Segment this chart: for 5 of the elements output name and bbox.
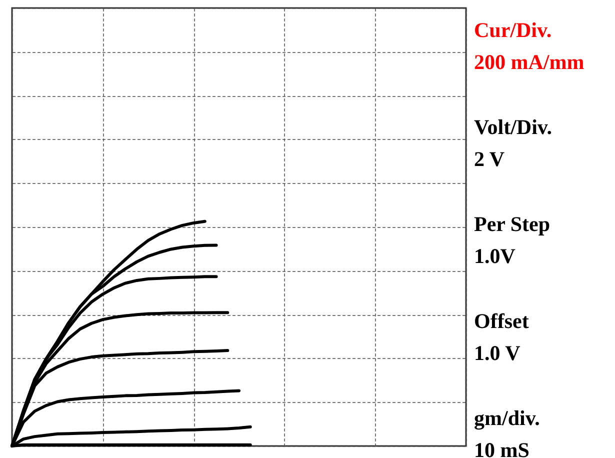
text: Volt/Div. 2 V [474, 115, 552, 171]
text: Per Step 1.0V [474, 212, 550, 268]
text: Cur/Div. 200 mA/mm [474, 18, 585, 74]
text: Offset 1.0 V [474, 309, 529, 365]
text: gm/div. 10 mS [474, 406, 540, 458]
